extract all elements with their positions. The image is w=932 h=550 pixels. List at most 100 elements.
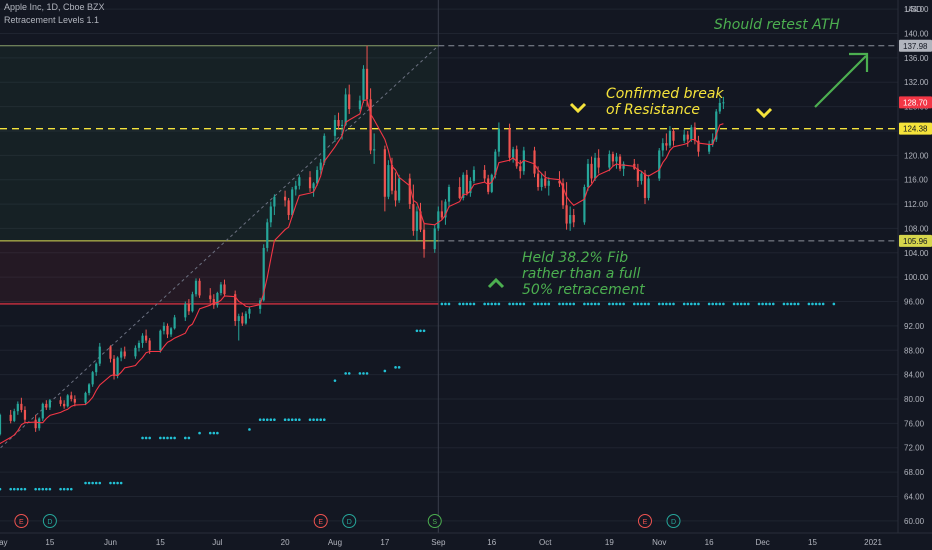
sar-dot: [415, 329, 419, 333]
sar-dot: [633, 302, 636, 306]
candle: [141, 333, 144, 348]
candle: [561, 178, 565, 209]
candle-body: [137, 342, 141, 348]
sar-dot: [743, 302, 747, 306]
price-label-bg: [899, 96, 932, 109]
event-letter: E: [19, 519, 24, 526]
sar-dot: [458, 302, 461, 306]
event-letter: S: [432, 519, 437, 526]
candle-body: [191, 294, 194, 312]
candle-body: [109, 346, 112, 359]
sar-dot: [714, 302, 718, 306]
time-tick-label: Oct: [539, 538, 552, 547]
fib-zones: [0, 0, 439, 533]
time-tick-label: 2021: [864, 538, 882, 547]
candle: [112, 355, 116, 380]
symbol-title[interactable]: Apple Inc, 1D, Cboe BZX: [4, 2, 105, 12]
candle-body: [212, 299, 215, 306]
candle-body: [216, 292, 219, 306]
candlesticks[interactable]: [0, 45, 725, 469]
candle-body: [444, 201, 447, 218]
indicator-title[interactable]: Retracement Levels 1.1: [4, 15, 100, 25]
candle-body: [483, 169, 486, 179]
candle: [440, 200, 443, 220]
candle: [668, 126, 672, 149]
time-axis[interactable]: May 15 Jun 15 Jul 20 Aug 17 Sep 16 Oct 19 Nov 16 Dec 15…: [0, 532, 932, 550]
sar-dot: [697, 302, 700, 306]
candle: [70, 391, 73, 402]
candle-body: [569, 215, 572, 224]
candle-body: [622, 163, 625, 169]
candle-body: [358, 100, 362, 110]
candle-body: [194, 280, 198, 295]
sar-dot: [540, 302, 543, 306]
candle-body: [344, 94, 347, 125]
candle-body: [615, 156, 618, 162]
sar-dot: [757, 302, 761, 306]
candle: [608, 150, 611, 172]
sar-dot: [494, 302, 497, 306]
candle: [173, 314, 176, 330]
price-axis[interactable]: 144.00140.00136.00132.00128.00124.00120.…: [897, 0, 932, 550]
candle: [615, 152, 618, 169]
candle: [565, 182, 568, 230]
sar-dot: [796, 302, 800, 306]
candle-body: [148, 340, 151, 351]
candle: [512, 146, 515, 163]
time-tick-label: Dec: [755, 538, 769, 547]
grid-lines: [0, 8, 898, 522]
candle: [45, 400, 48, 410]
candle-body: [608, 154, 611, 168]
price-tick-label: 68.00: [904, 468, 925, 477]
sar-dot: [34, 487, 37, 491]
candle-body: [383, 149, 386, 197]
sar-dot: [9, 487, 12, 491]
candle-body: [319, 162, 322, 170]
candle: [422, 222, 426, 258]
sar-dot: [362, 372, 365, 375]
time-tick-label: 19: [605, 538, 614, 547]
candle: [447, 184, 451, 208]
candle: [144, 329, 148, 343]
candle-body: [515, 149, 518, 167]
candle-body: [519, 166, 522, 172]
candle-body: [84, 392, 87, 403]
candle: [465, 169, 468, 196]
candle-body: [20, 403, 23, 410]
candle: [412, 184, 415, 236]
candle-body: [173, 317, 176, 329]
annotation-held-2: rather than a full: [522, 266, 641, 282]
sar-dot: [586, 302, 590, 306]
sar-dot: [518, 302, 522, 306]
candle-body: [715, 111, 718, 140]
candle: [387, 160, 390, 200]
sar-dot: [23, 487, 27, 491]
candle-body: [223, 284, 226, 295]
sar-dot: [397, 366, 401, 369]
candle-body: [433, 228, 436, 250]
candle-body: [141, 335, 144, 343]
candle-body: [45, 403, 48, 408]
event-circle: [637, 514, 652, 528]
candle: [87, 383, 91, 396]
sar-dot: [736, 302, 739, 306]
candle-body: [269, 206, 272, 223]
candle-body: [636, 168, 639, 181]
sar-dot: [440, 302, 444, 306]
candle-body: [658, 150, 661, 179]
sar-dot: [94, 481, 98, 485]
event-circle: [342, 514, 357, 528]
time-tick-label: 17: [380, 538, 389, 547]
candle-body: [219, 284, 223, 293]
candle: [0, 413, 2, 436]
candle: [686, 130, 689, 147]
candle: [569, 206, 572, 231]
sar-dot: [216, 431, 219, 435]
price-levels: [0, 45, 898, 449]
candle-body: [390, 165, 394, 191]
candle: [373, 133, 376, 164]
event-marker: D: [666, 514, 681, 528]
sar-dot: [711, 302, 714, 306]
